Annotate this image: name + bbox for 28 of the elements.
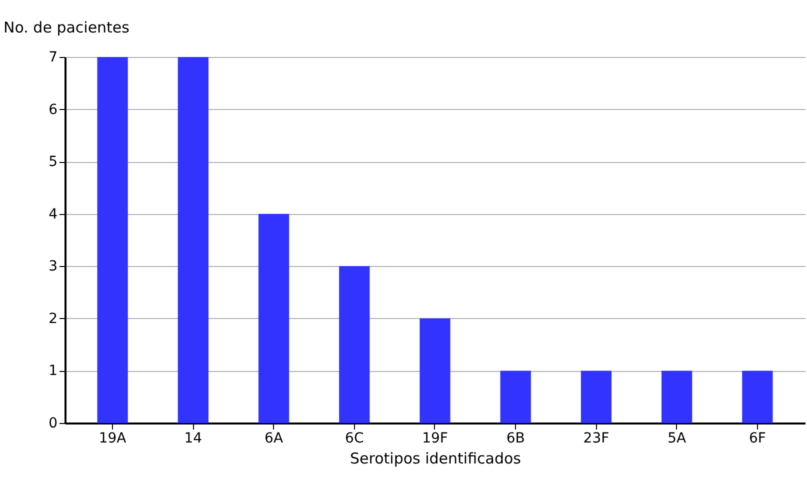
y-tick-label: 4 <box>48 206 58 222</box>
y-tick-label: 1 <box>48 363 58 380</box>
x-tick-label: 5A <box>668 430 686 446</box>
bar <box>662 370 692 423</box>
bar <box>97 57 128 423</box>
x-tick-label: 6A <box>264 430 284 446</box>
bar <box>339 266 370 423</box>
y-tick-label: 3 <box>48 258 58 275</box>
x-tick-label: 6B <box>506 430 525 446</box>
bar <box>178 57 208 423</box>
x-tick-label: 23F <box>583 430 610 446</box>
x-tick-label: 19A <box>98 430 127 446</box>
x-tick-label: 6F <box>748 430 766 446</box>
bar <box>500 370 531 423</box>
bar <box>742 370 773 423</box>
bar <box>420 318 450 423</box>
y-tick-label: 6 <box>48 102 58 118</box>
bar <box>258 214 290 423</box>
bar <box>580 370 612 423</box>
x-axis-title: Serotipos identificados <box>350 450 522 468</box>
y-tick-label: 7 <box>48 50 58 66</box>
x-tick-label: 19F <box>422 430 448 446</box>
y-tick-label: 0 <box>48 416 58 432</box>
y-axis-title: No. de pacientes <box>4 18 130 36</box>
x-tick-label: 6C <box>345 430 364 446</box>
y-tick-label: 2 <box>48 310 58 327</box>
y-tick-label: 5 <box>48 154 58 170</box>
x-tick-label: 14 <box>184 430 202 446</box>
